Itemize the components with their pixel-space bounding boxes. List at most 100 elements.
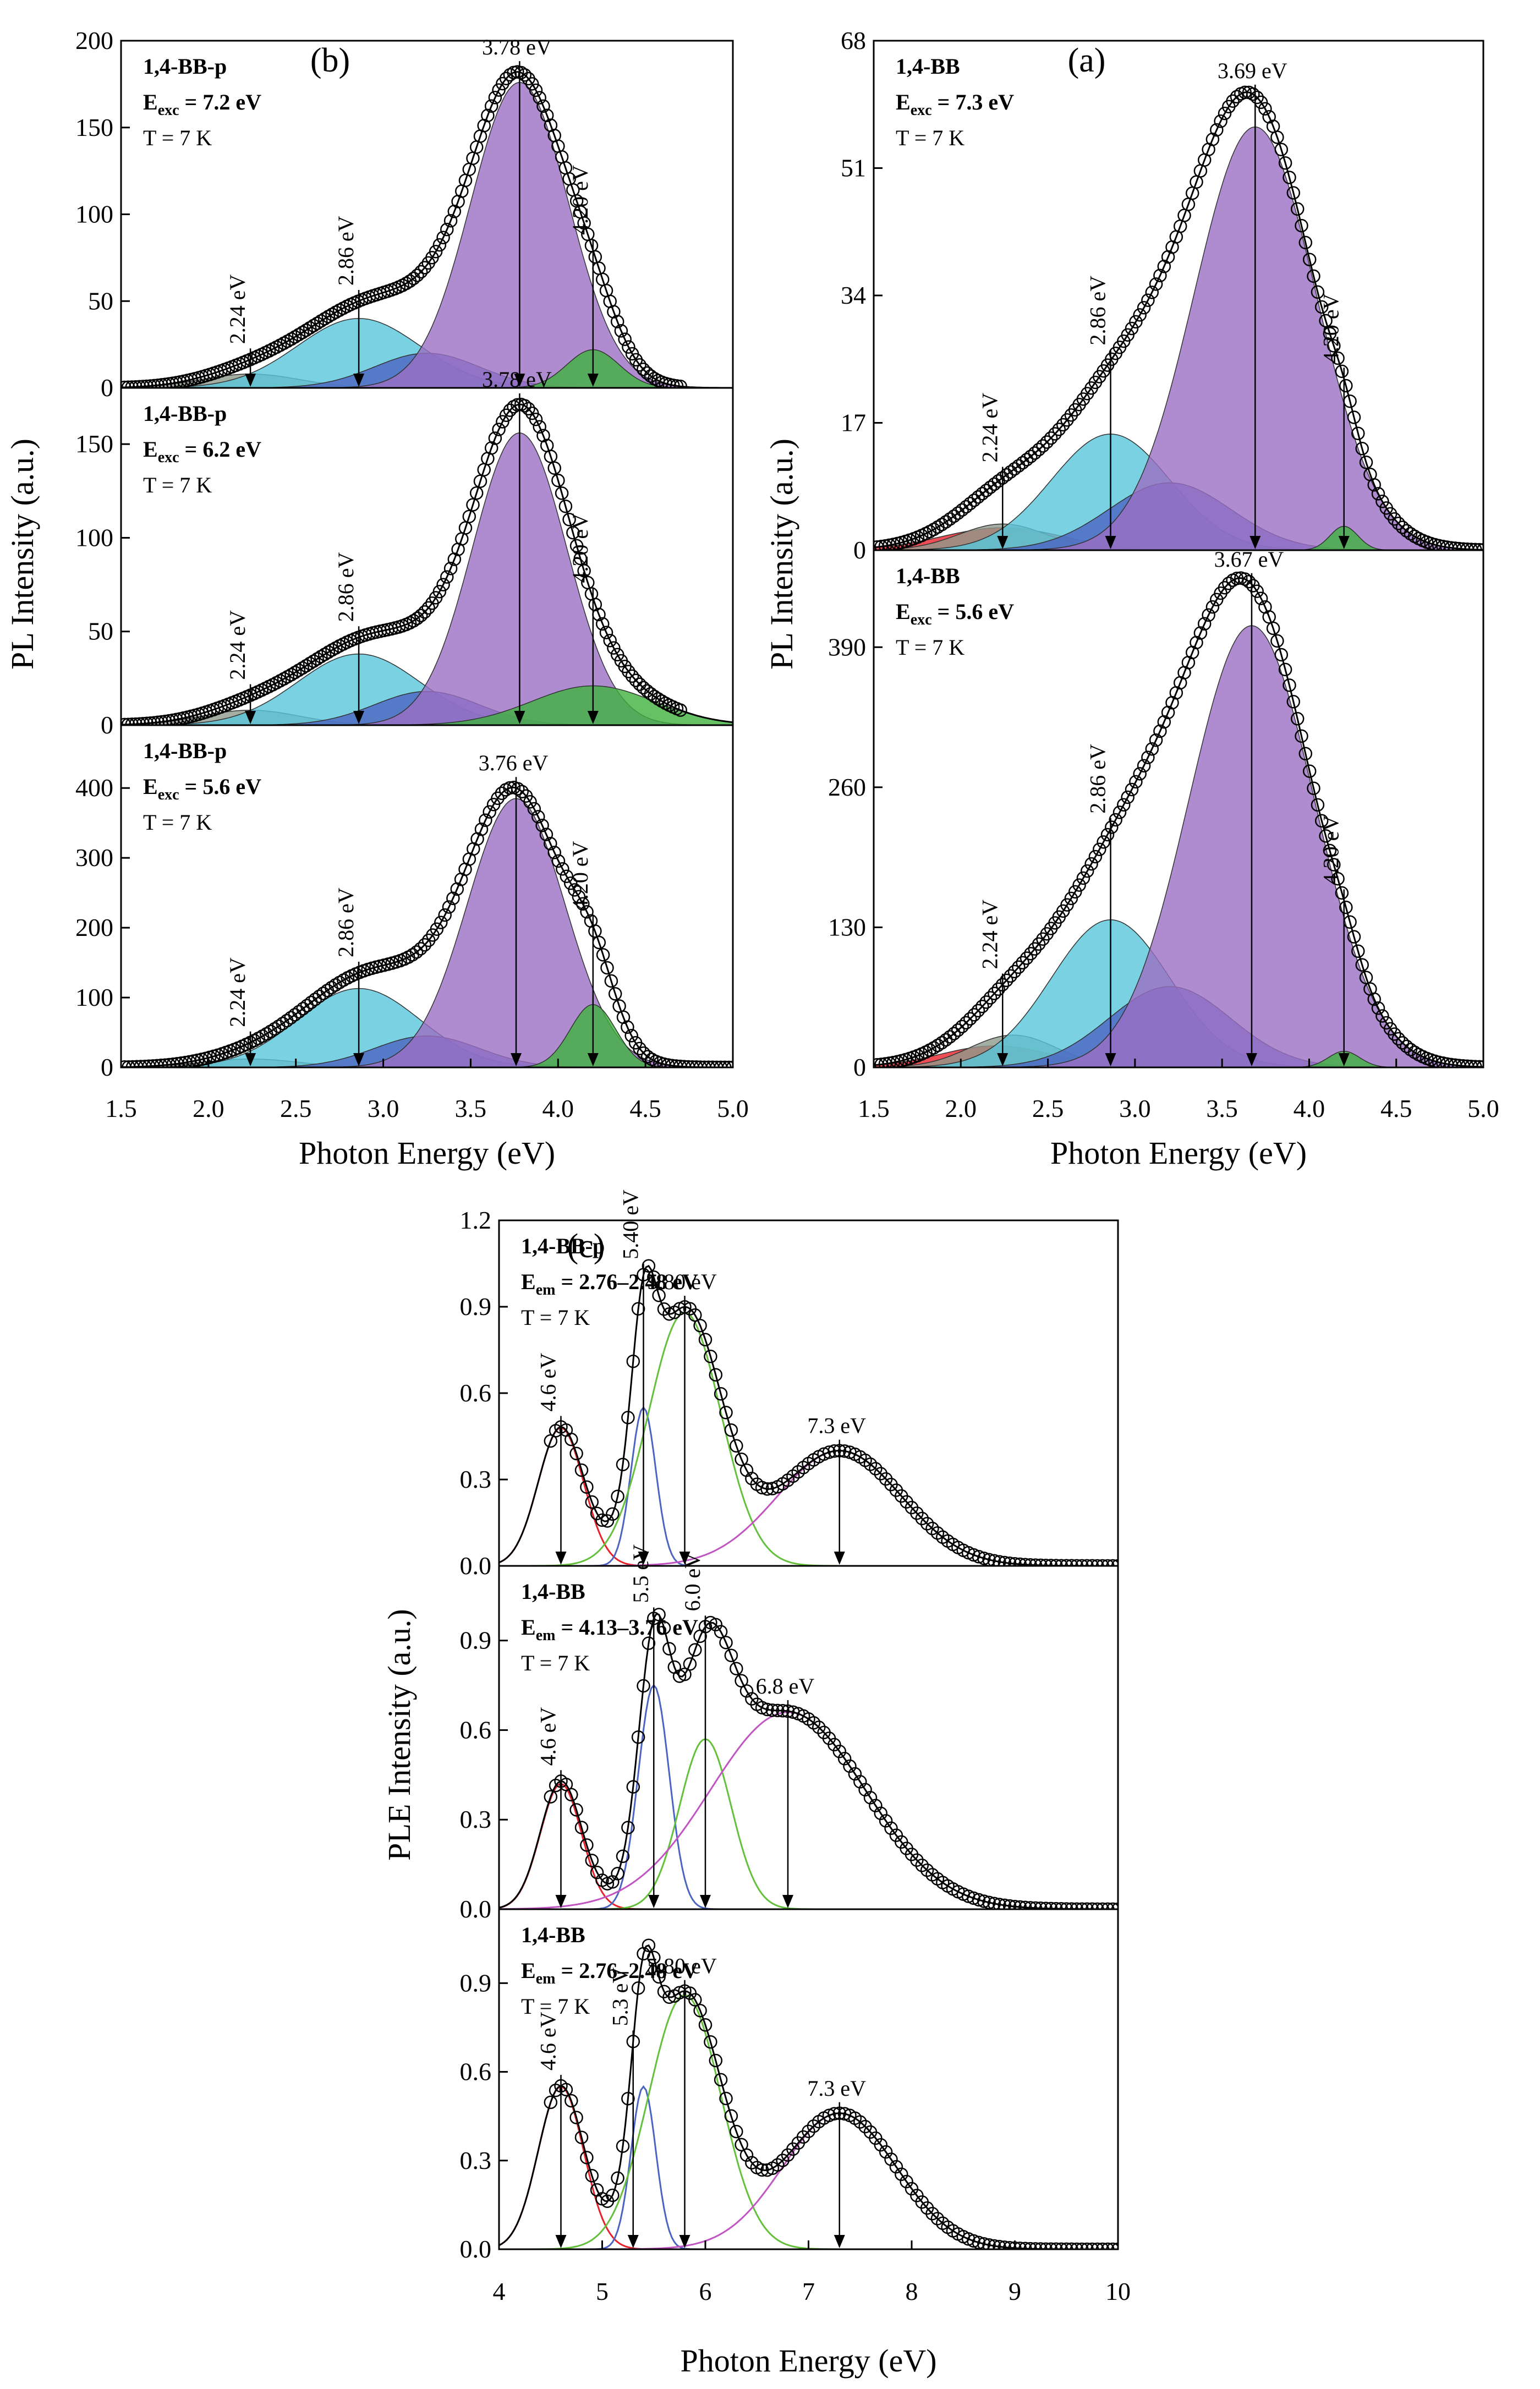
data-point xyxy=(709,1368,723,1382)
plot-area xyxy=(874,85,1483,550)
data-point xyxy=(1242,574,1256,589)
data-point xyxy=(1371,1001,1385,1015)
peak-label: 6.8 eV xyxy=(756,1674,815,1698)
data-point xyxy=(1157,259,1171,273)
data-point xyxy=(547,461,561,475)
data-point xyxy=(1088,850,1103,864)
data-point xyxy=(484,441,498,455)
peak-label: 2.24 eV xyxy=(977,393,1002,463)
subplot-c-2: 4.6 eV 5.5 eV 6.0 eV 6.8 eV 0.0 0.3 0.6 0.9 1,4-… xyxy=(460,1544,1119,1923)
data-point xyxy=(1034,1902,1048,1909)
data-point xyxy=(972,1893,986,1907)
data-point xyxy=(430,922,444,936)
data-point xyxy=(1002,1899,1017,1909)
data-point xyxy=(1064,891,1078,906)
data-point xyxy=(606,2188,620,2202)
data-point xyxy=(910,1853,924,1867)
data-point xyxy=(1307,269,1320,283)
data-point xyxy=(647,1950,661,1965)
data-point xyxy=(1084,857,1098,871)
data-point xyxy=(1100,828,1115,842)
data-point xyxy=(1270,634,1284,648)
data-point xyxy=(518,399,532,413)
data-point xyxy=(600,961,614,975)
data-point xyxy=(407,271,420,286)
fit-curve xyxy=(499,1613,1118,1909)
data-point xyxy=(1129,315,1143,329)
data-point xyxy=(642,1938,656,1952)
data-point xyxy=(993,1898,1006,1909)
data-point xyxy=(544,836,557,851)
data-point xyxy=(1004,969,1017,983)
data-point xyxy=(1149,733,1163,747)
data-point xyxy=(295,326,309,339)
data-point xyxy=(418,261,432,275)
data-point xyxy=(626,1354,640,1368)
data-point xyxy=(1283,678,1296,692)
data-point xyxy=(585,2169,599,2183)
red-component-curve xyxy=(499,1783,1118,1909)
peak-marker-arrow xyxy=(514,711,525,724)
data-point xyxy=(558,499,573,513)
excitation-label: Eexc = 6.2 eV xyxy=(143,437,261,466)
data-point xyxy=(1117,798,1131,812)
y-tick-label: 17 xyxy=(841,409,866,437)
data-point xyxy=(590,1506,604,1520)
data-point xyxy=(1109,813,1122,827)
data-point xyxy=(704,1350,717,1363)
temperature-label: T = 7 K xyxy=(521,1994,590,2019)
y-tick-label: 0 xyxy=(101,1053,113,1081)
data-point xyxy=(1274,143,1289,157)
data-point xyxy=(436,578,450,591)
data-point xyxy=(443,213,458,228)
data-point xyxy=(443,561,458,576)
y-tick-label: 0.0 xyxy=(460,1552,492,1580)
peak-marker-arrow xyxy=(353,711,365,724)
data-point xyxy=(563,876,578,890)
data-point xyxy=(874,1806,888,1820)
data-point xyxy=(1286,695,1301,709)
data-point xyxy=(568,883,582,897)
data-point xyxy=(1020,453,1034,467)
data-point xyxy=(303,656,317,671)
subplot-b-2: 2.24 eV2.86 eV3.78 eV4.20 eV0501001501,4… xyxy=(75,367,734,739)
subplot-c-3: 4.6 eV 5.3 eV 5.80 eV 7.3 eV 0.0 0.3 0.6 0.9 1,4… xyxy=(460,1908,1131,2305)
x-tick-label: 3.5 xyxy=(1206,1094,1238,1122)
data-point xyxy=(1141,750,1155,764)
data-point xyxy=(1302,253,1317,266)
data-point xyxy=(438,908,452,922)
peak-label: 2.86 eV xyxy=(333,887,358,957)
data-point xyxy=(1238,85,1252,100)
x-tick-label: 4.0 xyxy=(1294,1094,1325,1122)
peak-label: 2.24 eV xyxy=(977,900,1002,969)
data-point xyxy=(556,862,569,876)
data-point xyxy=(837,1444,852,1458)
data-point xyxy=(1028,1901,1043,1909)
data-point xyxy=(652,1608,666,1621)
data-point xyxy=(1101,1559,1115,1566)
data-point xyxy=(555,486,569,500)
peak-label: 2.24 eV xyxy=(225,610,250,680)
data-point xyxy=(1311,285,1325,299)
data-point xyxy=(977,2237,991,2249)
y-tick-label: 0.9 xyxy=(460,1292,492,1320)
data-point xyxy=(637,363,650,376)
temperature-label: T = 7 K xyxy=(143,473,212,497)
data-point xyxy=(998,1555,1012,1566)
data-point xyxy=(607,305,621,319)
y-tick-label: 150 xyxy=(75,430,113,458)
y-axis-label: PL Intensity (a.u.) xyxy=(764,439,799,670)
data-point xyxy=(760,1702,774,1717)
subplot-a-1: 2.24 eV 2.86 eV 3.69 eV 4.20 eV 0 17 34 51 68 1,4… xyxy=(841,26,1484,564)
data-point xyxy=(604,974,618,988)
x-tick-label: 2.5 xyxy=(280,1094,312,1122)
data-point xyxy=(853,2115,867,2129)
data-point xyxy=(693,1318,707,1333)
peak-marker-arrow xyxy=(997,1053,1009,1066)
data-point xyxy=(1335,886,1349,900)
data-point xyxy=(481,108,495,123)
data-point xyxy=(1008,1899,1022,1909)
data-point xyxy=(533,420,546,434)
data-point xyxy=(585,1854,599,1867)
peak-label: 6.0 eV xyxy=(680,1553,705,1612)
